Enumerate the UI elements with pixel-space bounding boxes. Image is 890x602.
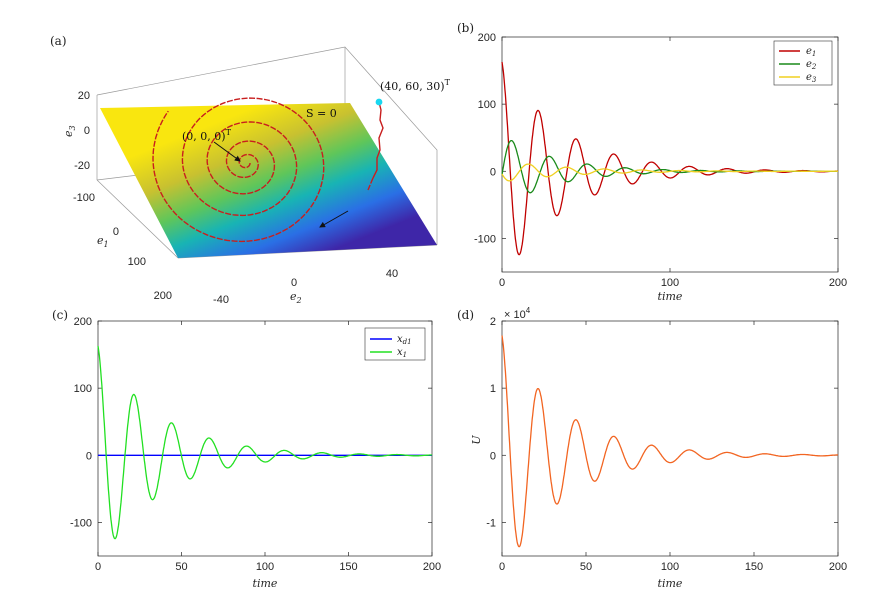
start-point-marker [375, 98, 383, 106]
y-tick-label: 2 [490, 316, 496, 328]
panel-a-e2-axis: -40 0 40 e2 [213, 268, 398, 306]
x-tick-label: 200 [829, 277, 847, 289]
y-tick-label: 0 [490, 166, 496, 178]
x-tick-label: 100 [256, 561, 274, 573]
y-tick-label: -100 [70, 517, 92, 529]
panel-b-xlabel: time [658, 290, 683, 303]
y-tick-label: 100 [478, 99, 496, 111]
e1-tick: 100 [128, 256, 146, 268]
sliding-surface [100, 103, 437, 258]
y-tick-label: 0 [86, 450, 92, 462]
series-line-e1 [501, 61, 838, 256]
e1-tick: 200 [154, 290, 172, 302]
z-tick: 0 [84, 125, 90, 137]
series-line-x1 [97, 345, 432, 540]
y-tick-label: 200 [74, 316, 92, 328]
origin-annotation: (0, 0, 0)T [182, 128, 232, 143]
series-line-e3 [501, 163, 838, 182]
plot-area [501, 320, 839, 557]
legend-x1: x1 [397, 347, 407, 359]
x-tick-label: 50 [175, 561, 187, 573]
panel-a-e1-axis: -100 0 100 200 e1 [73, 192, 172, 302]
panel-b-legend: e1 e2 e3 [773, 40, 833, 86]
spiral-trajectory [152, 97, 374, 243]
y-tick-label: -1 [486, 517, 496, 529]
legend-e3: e3 [806, 72, 817, 84]
panel-c-label: (c) [52, 308, 68, 322]
z-tick: 20 [78, 90, 90, 102]
e2-tick: 40 [386, 268, 398, 280]
panel-c-legend: xd1 x1 [364, 327, 426, 361]
x-tick-label: 100 [661, 277, 679, 289]
x-tick-label: 100 [661, 561, 679, 573]
e2-tick: -40 [213, 294, 229, 306]
panel-a: (a) S = 0 (0, 0, 0)T (40, 60, 30)T [50, 34, 451, 306]
direction-arrow [319, 210, 349, 228]
x-tick-label: 50 [580, 561, 592, 573]
e2-tick: 0 [291, 277, 297, 289]
approach-trajectory [372, 101, 384, 179]
panel-d-label: (d) [457, 308, 474, 322]
e1-tick: 0 [113, 226, 119, 238]
start-annotation: (40, 60, 30)T [380, 78, 451, 93]
legend-e1: e1 [806, 46, 816, 58]
series-line-u [501, 335, 838, 548]
panel-c-xlabel: time [253, 577, 278, 590]
x-tick-label: 150 [745, 561, 763, 573]
panel-d-plot: 0 50 100 150 200 2 1 0 -1 [486, 316, 847, 573]
panel-d-scale-factor: × 104 [504, 306, 531, 321]
panel-d: (d) 0 50 100 150 200 2 1 0 -1 × 104 U time [457, 306, 847, 590]
y-tick-label: -100 [474, 233, 496, 245]
x-tick-label: 200 [829, 561, 847, 573]
panel-a-z-axis: 20 0 -20 e3 [62, 90, 90, 172]
panel-b-label: (b) [457, 21, 474, 35]
surface-annotation: S = 0 [306, 107, 337, 120]
z-tick: -20 [74, 160, 90, 172]
legend-xd1: xd1 [397, 334, 412, 346]
x-tick-label: 200 [423, 561, 441, 573]
panel-a-label: (a) [50, 34, 67, 48]
e2-axis-label: e2 [290, 290, 302, 305]
panel-c: (c) 0 50 100 150 200 200 100 0 -100 xd1 x1 time [52, 308, 441, 590]
y-tick-label: 0 [490, 450, 496, 462]
y-tick-label: 200 [478, 32, 496, 44]
y-tick-label: 100 [74, 383, 92, 395]
x-tick-label: 0 [499, 561, 505, 573]
panel-b: (b) 0 100 200 200 100 0 -100 e1 e2 e3 time [457, 21, 847, 303]
x-tick-label: 150 [339, 561, 357, 573]
x-tick-label: 0 [499, 277, 505, 289]
z-axis-label: e3 [62, 125, 77, 137]
legend-e2: e2 [806, 59, 817, 71]
panel-d-xlabel: time [658, 577, 683, 590]
y-tick-label: 1 [490, 383, 496, 395]
e1-axis-label: e1 [97, 234, 109, 249]
e1-tick: -100 [73, 192, 95, 204]
x-tick-label: 0 [95, 561, 101, 573]
panel-d-ylabel: U [470, 435, 483, 445]
origin-arrow [213, 141, 241, 162]
